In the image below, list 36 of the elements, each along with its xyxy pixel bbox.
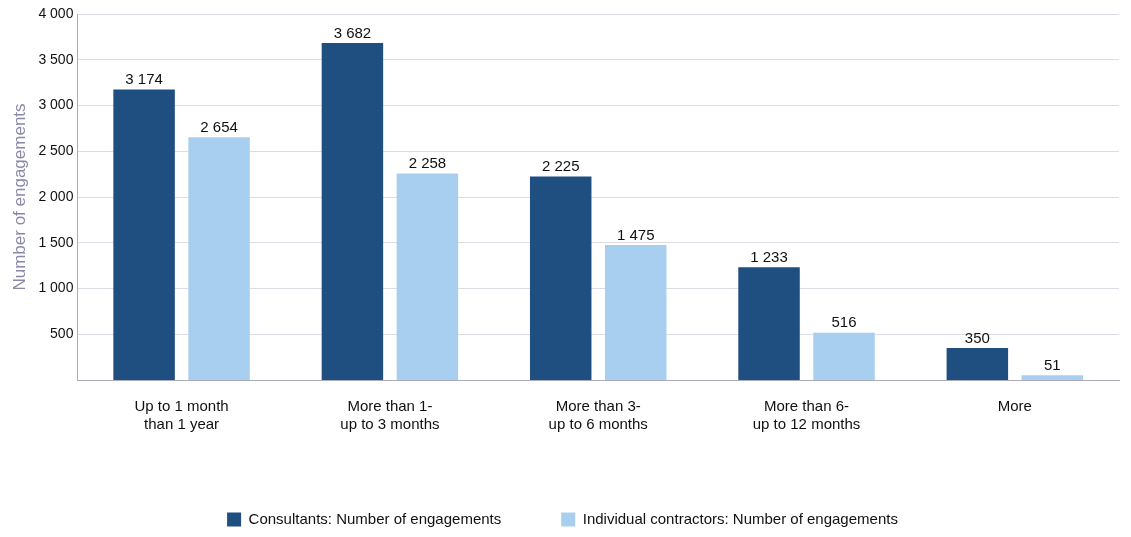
y-tick-label: 3 500 (38, 50, 74, 67)
bar (529, 176, 592, 380)
data-label: 350 (964, 328, 990, 346)
y-tick-label: 1 500 (38, 233, 74, 250)
y-tick-label: 2 500 (38, 142, 74, 159)
data-label: 516 (831, 313, 857, 331)
bar (188, 137, 250, 380)
data-label: 2 258 (408, 154, 447, 172)
bar (604, 245, 667, 380)
bar (113, 89, 175, 380)
y-axis-title: Number of engagements (9, 103, 29, 291)
data-label: 2 654 (200, 117, 238, 135)
y-tick-label: 3 000 (38, 96, 74, 113)
bar (813, 332, 875, 380)
x-tick-label: More than 1- up to 3 months (340, 397, 440, 433)
x-tick-label: More (997, 397, 1032, 415)
legend-label: Individual contractors: Number of engagements (582, 509, 898, 527)
y-tick-label: 1 000 (38, 279, 74, 296)
y-tick-label: 500 (50, 325, 74, 342)
data-label: 2 225 (541, 157, 580, 175)
y-tick-label: 2 000 (38, 187, 74, 204)
x-tick-label: Up to 1 month than 1 year (134, 397, 229, 433)
legend-label: Consultants: Number of engagements (248, 509, 502, 527)
data-label: 1 233 (750, 247, 788, 265)
data-label: 51 (1044, 355, 1061, 373)
x-tick-label: More than 6- up to 12 months (752, 397, 861, 433)
bar (946, 347, 1009, 380)
bar (321, 43, 384, 380)
data-label: 3 682 (333, 23, 372, 41)
bar (738, 267, 800, 380)
y-tick-label: 4 000 (38, 4, 74, 21)
data-label: 1 475 (616, 225, 655, 243)
data-label: 3 174 (125, 70, 163, 88)
bar (396, 173, 459, 380)
x-tick-label: More than 3- up to 6 months (548, 397, 648, 433)
bar (1021, 375, 1084, 380)
